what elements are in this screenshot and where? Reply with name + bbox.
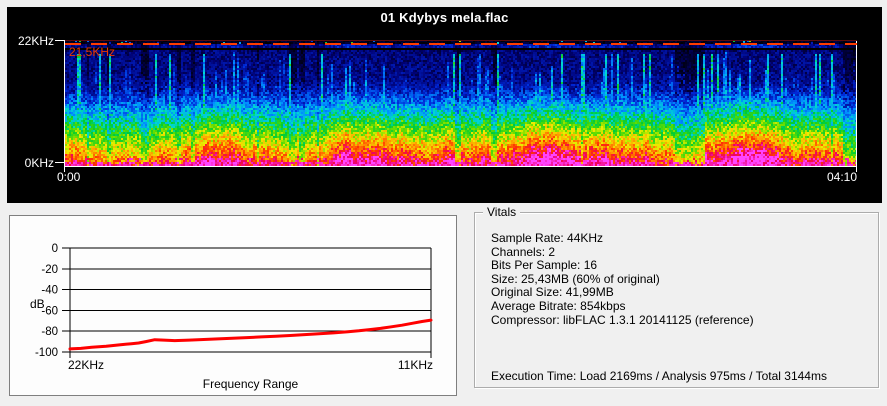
time-axis-line (64, 166, 857, 167)
freq-top-rule (65, 40, 857, 41)
vitals-compressor: Compressor: libFLAC 1.3.1 20141125 (refe… (491, 312, 754, 327)
x-axis-title: Frequency Range (203, 377, 299, 391)
y-tick-label: -20 (41, 264, 58, 276)
y-tick-label: -100 (35, 347, 58, 359)
vitals-channels: Channels: 2 (491, 244, 556, 259)
execution-time: Execution Time: Load 2169ms / Analysis 9… (491, 369, 827, 383)
y-tick-label: 0 (52, 243, 58, 255)
vitals-sample-rate: Sample Rate: 44KHz (491, 231, 604, 245)
spectrogram-canvas (65, 40, 857, 166)
y-axis-line (64, 40, 65, 172)
spectrogram-panel: 01 Kdybys mela.flac 22KHz 0KHz 21,5KHz 0… (7, 7, 882, 203)
x-tick-label-left: 22KHz (68, 358, 104, 372)
vitals-legend: Vitals (483, 205, 521, 219)
cutoff-frequency-line (65, 43, 857, 45)
frequency-range-chart-panel: 0 -20 -40 -60 -80 -100 dB 22KHz 11KHz Frequency R… (9, 215, 457, 396)
y-tick-label: -60 (41, 305, 58, 317)
right-axis-line (856, 40, 857, 172)
vitals-bits: Bits Per Sample: 16 (491, 258, 598, 273)
x-tick-label-right: 11KHz (398, 358, 433, 372)
y-tick-label: -40 (41, 285, 58, 297)
y-tick-label: -80 (41, 326, 58, 338)
tick-22khz (55, 40, 64, 41)
cutoff-frequency-label: 21,5KHz (69, 45, 116, 59)
time-start-label: 0:00 (57, 170, 81, 184)
vitals-groupbox: Vitals Sample Rate: 44KHz Channels: 2 Bi… (474, 205, 879, 388)
spectrum-curve (68, 318, 433, 351)
vitals-bitrate: Average Bitrate: 854kbps (491, 298, 626, 313)
y-axis-title: dB (30, 297, 45, 311)
file-title: 01 Kdybys mela.flac (380, 10, 509, 25)
vitals-lines: Sample Rate: 44KHz Channels: 2 Bits Per … (491, 231, 754, 327)
freq-axis-top-label: 22KHz (17, 34, 54, 48)
time-end-label: 04:10 (826, 170, 857, 184)
vitals-original-size: Original Size: 41,99MB (491, 285, 614, 300)
vitals-size: Size: 25,43MB (60% of original) (491, 271, 660, 286)
frequency-range-chart: 0 -20 -40 -60 -80 -100 dB 22KHz 11KHz Frequency R… (30, 243, 433, 391)
tick-0khz (55, 162, 64, 163)
freq-axis-bottom-label: 0KHz (24, 156, 54, 170)
